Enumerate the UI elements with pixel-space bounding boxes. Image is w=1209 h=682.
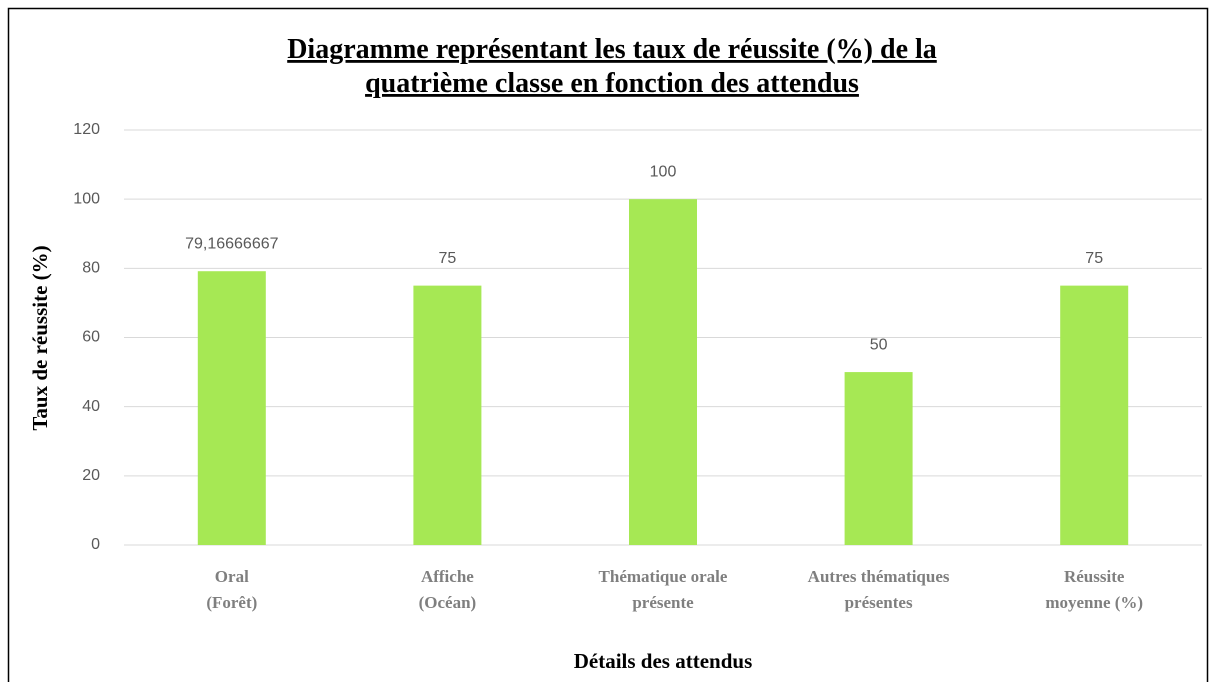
x-tick-label: Réussite moyenne (%)	[1045, 567, 1143, 612]
bar	[629, 199, 697, 545]
bar	[1060, 285, 1129, 545]
x-axis-label: Détails des attendus	[574, 649, 753, 673]
y-tick-label: 60	[82, 329, 100, 346]
y-tick-label: 20	[82, 467, 100, 484]
data-label: 75	[439, 250, 457, 267]
chart-title: Diagramme représentant les taux de réuss…	[287, 34, 937, 99]
data-label: 50	[870, 336, 888, 353]
x-tick-label: Autres thématiques présentes	[808, 567, 950, 612]
y-tick-label: 40	[82, 398, 100, 415]
data-label: 75	[1085, 250, 1103, 267]
y-tick-label: 120	[73, 121, 100, 138]
bar	[413, 285, 482, 545]
x-tick-label: Oral (Forêt)	[206, 567, 257, 612]
bar	[197, 271, 266, 545]
y-tick-label: 0	[91, 536, 100, 553]
x-tick-label: Thématique orale présente	[599, 567, 728, 612]
y-tick-label: 100	[73, 190, 100, 207]
data-label: 79,16666667	[185, 235, 279, 252]
y-axis-label: Taux de réussite (%)	[28, 245, 52, 430]
y-tick-label: 80	[82, 260, 100, 277]
data-label: 100	[650, 163, 677, 180]
x-tick-label: Affiche (Océan)	[419, 567, 477, 612]
bar	[844, 372, 913, 545]
